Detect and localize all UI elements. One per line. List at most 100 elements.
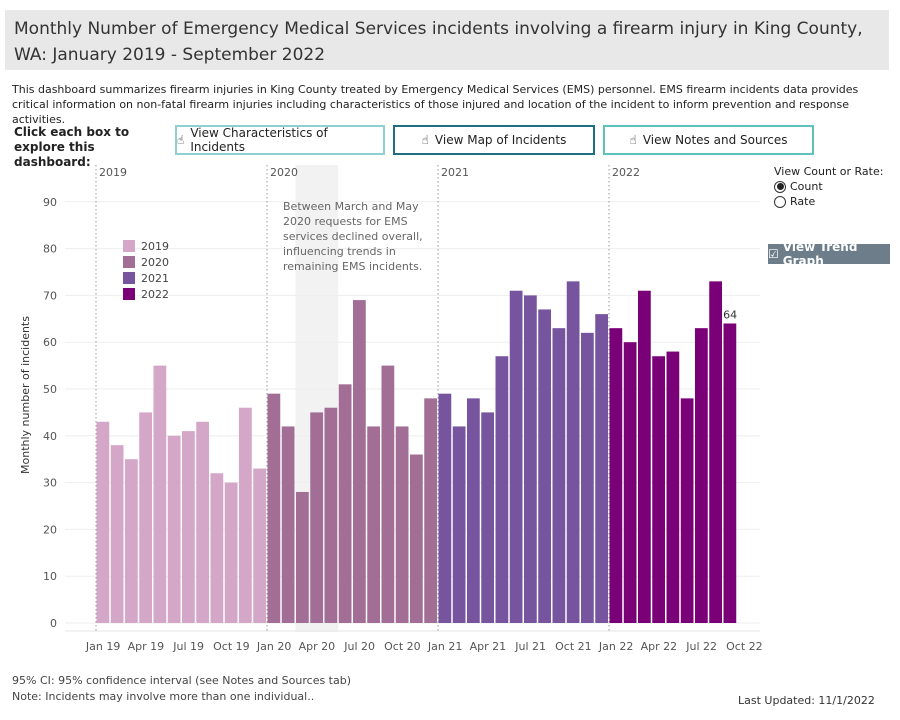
button-label: View Trend Graph xyxy=(782,240,858,268)
hand-pointer-icon: ☝ xyxy=(177,133,185,147)
bar-2020 xyxy=(353,300,366,623)
y-tick-label: 60 xyxy=(43,336,57,349)
bar-2019 xyxy=(110,445,124,623)
bar-2022 xyxy=(666,351,680,623)
nav-prompt-text: Click each box to explore this dashboard… xyxy=(14,125,130,169)
bar-2022 xyxy=(652,356,665,623)
bar-2019 xyxy=(210,473,224,623)
radio-rate[interactable]: Rate xyxy=(774,195,883,208)
y-tick-label: 80 xyxy=(43,243,57,256)
bar-2019 xyxy=(224,482,238,623)
nav-prompt: Click each box to explore this dashboard… xyxy=(14,125,154,170)
x-tick-label: Jan 19 xyxy=(85,640,120,653)
bar-2020 xyxy=(281,426,295,623)
y-tick-label: 90 xyxy=(43,196,57,209)
view-characteristics-button[interactable]: ☝ View Characteristics of Incidents xyxy=(175,125,385,155)
year-label: 2022 xyxy=(612,166,640,179)
checkbox-icon: ☑ xyxy=(768,247,779,261)
legend-swatch xyxy=(123,256,135,268)
bar-2020 xyxy=(424,398,437,623)
control-label: View Count or Rate: xyxy=(774,165,884,178)
button-label: View Map of Incidents xyxy=(434,133,567,147)
y-tick-label: 30 xyxy=(43,477,57,490)
x-tick-label: Apr 22 xyxy=(641,640,678,653)
y-tick-label: 70 xyxy=(43,289,57,302)
bar-2021 xyxy=(566,281,580,623)
x-tick-label: Jan 21 xyxy=(427,640,462,653)
bar-2022 xyxy=(709,281,722,623)
view-trend-graph-button[interactable]: ☑ View Trend Graph xyxy=(768,240,890,268)
legend-swatch xyxy=(123,240,135,252)
bar-2020 xyxy=(410,454,423,623)
description: This dashboard summarizes firearm injuri… xyxy=(12,83,859,126)
year-label: 2020 xyxy=(270,166,298,179)
bar-2021 xyxy=(552,328,566,623)
data-label: 64 xyxy=(723,308,737,321)
bar-2019 xyxy=(125,459,138,623)
legend-swatch xyxy=(123,272,135,284)
x-tick-label: Jul 22 xyxy=(685,640,717,653)
bar-2021 xyxy=(538,309,551,623)
x-tick-label: Jul 21 xyxy=(514,640,546,653)
bar-2022 xyxy=(695,328,708,623)
incident-note: Note: Incidents may involve more than on… xyxy=(12,690,315,703)
bar-2022 xyxy=(723,323,737,623)
bar-2020 xyxy=(324,407,338,623)
view-notes-button[interactable]: ☝ View Notes and Sources xyxy=(603,125,814,155)
bar-2020 xyxy=(395,426,409,623)
y-tick-label: 0 xyxy=(50,617,57,630)
footer: 95% CI: 95% confidence interval (see Not… xyxy=(12,673,351,705)
x-tick-label: Jan 22 xyxy=(598,640,633,653)
bar-2021 xyxy=(438,393,452,623)
bar-2021 xyxy=(467,398,480,623)
bar-2019 xyxy=(96,421,110,623)
x-tick-label: Apr 20 xyxy=(299,640,336,653)
x-tick-label: Jan 20 xyxy=(256,640,291,653)
ci-note: 95% CI: 95% confidence interval (see Not… xyxy=(12,674,352,687)
legend-label: 2022 xyxy=(141,288,169,301)
bar-2019 xyxy=(167,435,181,623)
y-tick-label: 20 xyxy=(43,523,57,536)
radio-label: Rate xyxy=(790,195,816,208)
bar-2021 xyxy=(509,290,523,623)
bar-2019 xyxy=(196,421,209,623)
x-tick-label: Apr 19 xyxy=(128,640,165,653)
last-updated: Last Updated: 11/1/2022 xyxy=(738,694,875,707)
legend-label: 2019 xyxy=(141,240,169,253)
radio-count[interactable]: Count xyxy=(774,180,883,193)
bar-2022 xyxy=(609,328,623,623)
x-tick-label: Oct 20 xyxy=(384,640,421,653)
bar-2021 xyxy=(481,412,494,623)
radio-label: Count xyxy=(790,180,823,193)
bar-2021 xyxy=(595,314,608,623)
radio-selected-icon xyxy=(774,180,786,193)
bar-2019 xyxy=(182,431,195,623)
y-tick-label: 40 xyxy=(43,430,57,443)
hand-pointer-icon: ☝ xyxy=(629,133,637,147)
bar-2020 xyxy=(338,384,352,623)
bar-2022 xyxy=(623,342,637,623)
count-rate-control: View Count or Rate: Count Rate xyxy=(774,165,883,208)
bar-2019 xyxy=(239,407,252,623)
bar-2022 xyxy=(680,398,694,623)
button-label: View Notes and Sources xyxy=(642,133,788,147)
x-tick-label: Oct 21 xyxy=(555,640,592,653)
x-tick-label: Jul 19 xyxy=(172,640,204,653)
view-map-button[interactable]: ☝ View Map of Incidents xyxy=(393,125,595,155)
x-tick-label: Jul 20 xyxy=(343,640,375,653)
legend-label: 2021 xyxy=(141,272,169,285)
bar-2019 xyxy=(253,468,266,623)
x-tick-label: Oct 19 xyxy=(213,640,250,653)
y-axis-label: Monthly number of incidents xyxy=(19,316,32,474)
y-tick-label: 10 xyxy=(43,570,57,583)
annotation: Between March and May 2020 requests for … xyxy=(283,200,423,273)
bar-2020 xyxy=(296,491,309,623)
bar-2020 xyxy=(367,426,380,623)
x-tick-label: Oct 22 xyxy=(726,640,763,653)
legend-label: 2020 xyxy=(141,256,169,269)
bar-2019 xyxy=(153,365,167,623)
radio-empty-icon xyxy=(774,195,786,208)
x-tick-label: Apr 21 xyxy=(470,640,507,653)
page-title: Monthly Number of Emergency Medical Serv… xyxy=(5,10,889,70)
